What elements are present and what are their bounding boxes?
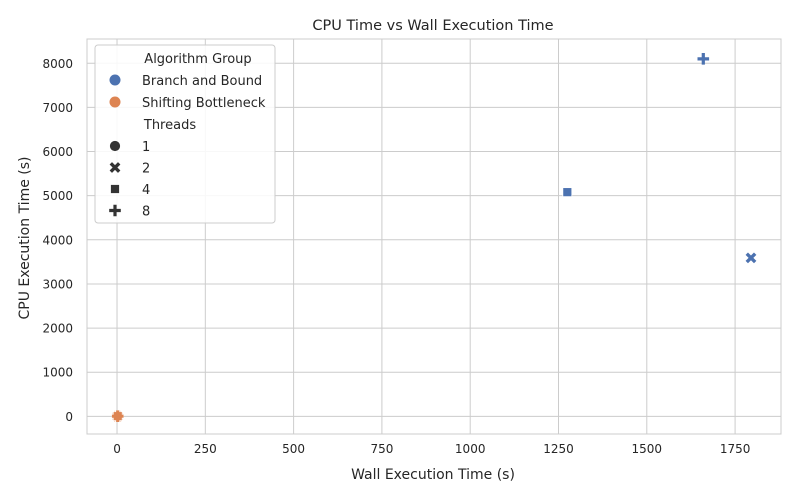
legend-style-label: 4 — [142, 183, 150, 198]
legend-marker-swatch — [110, 184, 120, 194]
y-tick-label: 7000 — [42, 101, 73, 115]
y-tick-label: 0 — [65, 410, 73, 424]
y-tick-label: 5000 — [42, 189, 73, 203]
plot-frame — [86, 38, 782, 435]
x-tick-label: 1750 — [720, 442, 751, 456]
grid — [87, 39, 781, 434]
x-tick-label: 750 — [370, 442, 393, 456]
x-tick-label: 0 — [113, 442, 121, 456]
y-tick-label: 8000 — [42, 57, 73, 71]
data-point — [562, 187, 573, 198]
legend-style-label: 2 — [142, 162, 150, 177]
y-tick-label: 2000 — [42, 322, 73, 336]
legend-style-label: 8 — [142, 205, 150, 220]
y-axis-title: CPU Execution Time (s) — [17, 157, 33, 320]
x-tick-label: 1000 — [455, 442, 486, 456]
x-tick-label: 1500 — [632, 442, 663, 456]
legend-style-label: 1 — [142, 140, 150, 155]
data-points — [111, 53, 757, 423]
y-tick-label: 1000 — [42, 366, 73, 380]
y-tick-label: 3000 — [42, 277, 73, 291]
legend-hue-title: Algorithm Group — [144, 52, 251, 67]
legend-hue-label: Shifting Bottleneck — [142, 96, 266, 111]
data-point — [111, 410, 124, 422]
y-tick-label: 6000 — [42, 145, 73, 159]
legend-color-swatch — [109, 74, 121, 86]
x-axis-title: Wall Execution Time (s) — [351, 467, 515, 483]
legend: Algorithm Group Branch and Bound Shifting … — [94, 44, 276, 224]
legend-marker-swatch — [109, 140, 121, 152]
legend-marker-swatch — [109, 162, 121, 173]
legend-box — [94, 44, 276, 224]
ticks: 0 250 500 750 1000 1250 1500 1750 0 1000 2000 3000 4… — [42, 57, 750, 456]
data-point — [697, 53, 710, 65]
legend-style-title: Threads — [143, 118, 196, 133]
legend-hue-label: Branch and Bound — [142, 74, 262, 89]
x-tick-label: 250 — [194, 442, 217, 456]
x-tick-label: 500 — [282, 442, 305, 456]
data-point — [745, 252, 757, 264]
chart-title: CPU Time vs Wall Execution Time — [312, 18, 553, 34]
legend-marker-swatch — [109, 204, 121, 217]
legend-color-swatch — [109, 96, 121, 108]
y-tick-label: 4000 — [42, 233, 73, 247]
x-tick-label: 1250 — [543, 442, 574, 456]
